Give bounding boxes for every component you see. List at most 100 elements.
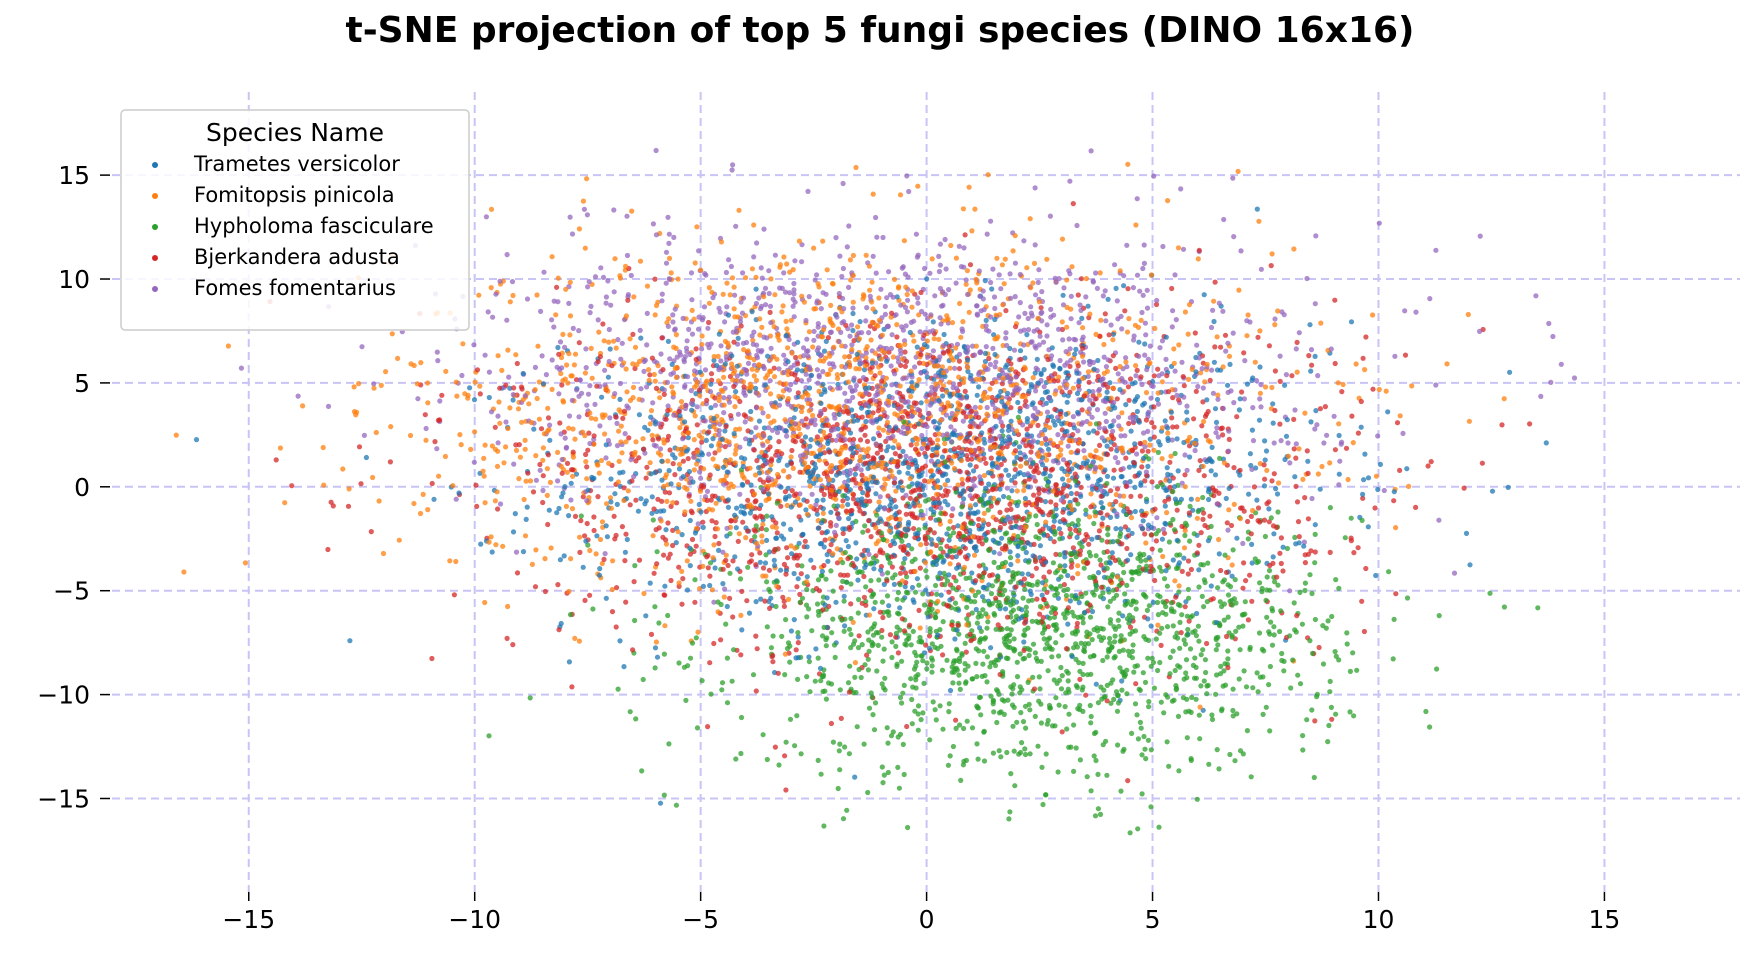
- data-point: [759, 275, 765, 281]
- data-point: [923, 587, 929, 593]
- data-point: [1241, 350, 1247, 356]
- data-point: [783, 428, 789, 434]
- data-point: [1070, 575, 1076, 581]
- data-point: [415, 396, 421, 402]
- data-point: [1327, 505, 1333, 511]
- data-point: [495, 353, 501, 359]
- data-point: [848, 601, 854, 607]
- data-point: [828, 329, 834, 335]
- data-point: [1278, 438, 1284, 444]
- data-point: [918, 717, 924, 723]
- data-point: [988, 279, 994, 286]
- data-points: [173, 147, 1578, 836]
- data-point: [1180, 246, 1187, 252]
- data-point: [1042, 389, 1048, 395]
- data-point: [1053, 627, 1059, 633]
- data-point: [768, 345, 774, 351]
- data-point: [806, 329, 813, 335]
- data-point: [693, 635, 699, 641]
- data-point: [1292, 627, 1298, 633]
- data-point: [753, 425, 759, 431]
- data-point: [737, 491, 743, 497]
- data-point: [718, 478, 724, 484]
- data-point: [801, 299, 808, 305]
- data-point: [671, 412, 677, 418]
- data-point: [1105, 604, 1111, 610]
- data-point: [1250, 375, 1256, 381]
- data-point: [1096, 425, 1102, 431]
- data-point: [1270, 420, 1276, 426]
- data-point: [850, 305, 856, 311]
- data-point: [1023, 460, 1029, 466]
- data-point: [611, 207, 617, 213]
- data-point: [969, 610, 975, 616]
- data-point: [868, 369, 874, 375]
- data-point: [1079, 353, 1086, 359]
- data-point: [1292, 534, 1298, 541]
- data-point: [856, 569, 863, 575]
- data-point: [947, 597, 953, 603]
- data-point: [774, 530, 780, 536]
- data-point: [884, 324, 890, 330]
- data-point: [1106, 332, 1112, 338]
- data-point: [998, 286, 1004, 292]
- data-point: [1336, 657, 1342, 663]
- data-point: [1006, 816, 1012, 822]
- data-point: [665, 214, 671, 220]
- data-point: [1062, 429, 1068, 435]
- data-point: [1025, 679, 1031, 686]
- data-point: [504, 252, 510, 258]
- data-point: [1296, 534, 1302, 540]
- data-point: [1227, 361, 1233, 367]
- data-point: [1115, 700, 1122, 706]
- data-point: [544, 466, 551, 472]
- data-point: [1065, 572, 1071, 579]
- data-point: [664, 498, 670, 504]
- data-point: [592, 274, 599, 280]
- data-point: [549, 386, 555, 392]
- data-point: [562, 344, 568, 350]
- data-point: [1348, 319, 1355, 325]
- data-point: [784, 545, 790, 551]
- data-point: [1192, 447, 1198, 454]
- data-point: [894, 624, 900, 630]
- data-point: [1354, 667, 1360, 673]
- data-point: [959, 476, 965, 482]
- data-point: [1248, 774, 1254, 780]
- data-point: [621, 497, 627, 504]
- data-point: [1151, 434, 1157, 440]
- data-point: [866, 648, 872, 655]
- data-point: [1182, 309, 1188, 315]
- data-point: [1244, 728, 1250, 734]
- data-point: [1075, 571, 1081, 577]
- data-point: [925, 354, 931, 360]
- data-point: [901, 771, 907, 778]
- data-point: [1240, 585, 1246, 591]
- data-point: [736, 207, 742, 213]
- data-point: [795, 676, 801, 683]
- data-point: [607, 415, 613, 421]
- data-point: [560, 331, 566, 337]
- data-point: [1188, 709, 1194, 716]
- data-point: [871, 727, 878, 733]
- data-point: [943, 266, 949, 272]
- data-point: [1011, 636, 1017, 642]
- data-point: [1164, 583, 1170, 589]
- data-point: [1061, 482, 1068, 488]
- data-point: [1039, 580, 1046, 586]
- data-point: [537, 467, 543, 473]
- data-point: [794, 584, 800, 590]
- data-point: [630, 647, 636, 653]
- data-point: [1056, 702, 1062, 708]
- data-point: [807, 483, 813, 489]
- data-point: [735, 335, 741, 341]
- data-point: [1312, 616, 1318, 623]
- data-point: [1225, 592, 1232, 598]
- data-point: [1089, 536, 1095, 542]
- data-point: [640, 436, 646, 442]
- data-point: [716, 305, 722, 311]
- data-point: [328, 499, 334, 505]
- data-point: [977, 474, 983, 480]
- data-point: [1155, 667, 1161, 674]
- data-point: [1124, 329, 1131, 335]
